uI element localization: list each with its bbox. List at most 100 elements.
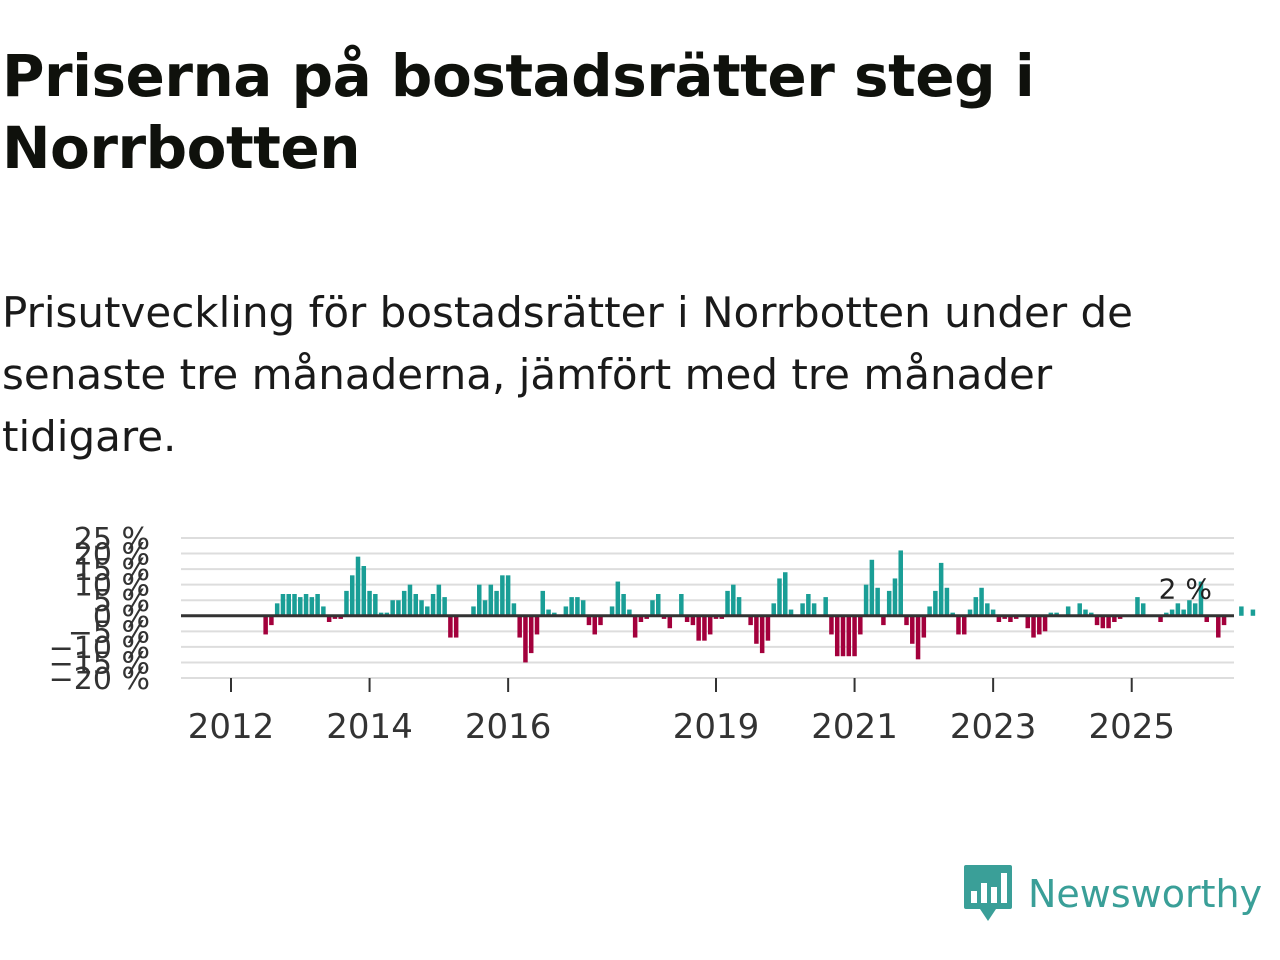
bar: [661, 615, 667, 619]
bar: [806, 594, 811, 616]
bar: [834, 615, 840, 657]
bar: [263, 615, 268, 635]
y-tick-label: −5 %: [68, 615, 150, 650]
bar: [621, 594, 626, 616]
bar: [552, 612, 557, 616]
bar: [1025, 615, 1031, 629]
bar: [1117, 615, 1123, 619]
y-tick-label: 25 %: [74, 522, 150, 557]
bar: [321, 606, 326, 616]
bar: [1077, 603, 1082, 616]
bar: [569, 597, 574, 616]
bar: [580, 600, 586, 616]
bar: [563, 606, 569, 616]
bar: [655, 594, 661, 616]
bar: [927, 606, 932, 616]
bar: [1048, 612, 1054, 616]
x-tick-label: 2019: [673, 707, 760, 747]
bar: [933, 590, 938, 616]
bar: [1037, 615, 1042, 635]
brand-name: Newsworthy: [1028, 872, 1263, 916]
bar: [707, 615, 713, 635]
bar: [338, 615, 343, 619]
bar: [419, 600, 424, 616]
bar: [736, 597, 742, 616]
bar: [1198, 581, 1204, 616]
bar: [355, 556, 361, 616]
bar: [1187, 600, 1192, 616]
bar: [413, 594, 419, 616]
bar: [494, 590, 499, 616]
bar: [344, 590, 349, 616]
bar: [609, 606, 615, 616]
bar: [759, 615, 765, 654]
bar: [575, 597, 580, 616]
bar: [1169, 609, 1175, 616]
bar: [886, 590, 892, 616]
bar: [904, 615, 909, 626]
bar: [1216, 615, 1221, 638]
bar: [592, 615, 597, 635]
bar: [378, 612, 384, 616]
bar: [800, 603, 805, 616]
x-tick-label: 2021: [811, 707, 898, 747]
bar: [777, 578, 782, 616]
y-tick-label: 20 %: [74, 538, 150, 573]
x-tick-label: 2016: [465, 707, 552, 747]
chart-subtitle: Prisutveckling för bostadsrätter i Norrb…: [2, 288, 1133, 461]
bar: [326, 615, 332, 622]
bar: [1221, 615, 1227, 626]
bar: [783, 572, 788, 616]
bar: [517, 615, 522, 638]
bar: [1140, 603, 1146, 616]
y-tick-label: 15 %: [74, 553, 150, 588]
bar: [881, 615, 886, 626]
bar: [1083, 609, 1088, 616]
bar: [505, 575, 511, 616]
bar: [713, 615, 719, 619]
bar: [696, 615, 701, 641]
bar: [1239, 606, 1244, 616]
bar: [309, 597, 315, 616]
bar: [898, 550, 903, 616]
bar: [540, 590, 546, 616]
bar: [725, 590, 730, 616]
bar: [598, 615, 603, 626]
bar: [298, 597, 303, 616]
x-tick-label: 2012: [188, 707, 275, 747]
bar: [915, 615, 921, 660]
bar: [390, 600, 395, 616]
bar: [430, 594, 436, 616]
gridlines: [181, 537, 1234, 679]
bar: [396, 600, 401, 616]
bar: [938, 562, 944, 616]
y-tick-label: −15 %: [49, 646, 150, 681]
bar: [748, 615, 753, 626]
bar: [771, 603, 776, 616]
bar: [811, 603, 817, 616]
bar: [1065, 606, 1071, 616]
bar: [1164, 612, 1169, 616]
bar: [921, 615, 927, 638]
bar: [765, 615, 771, 641]
bar: [274, 603, 280, 616]
bar: [471, 606, 476, 616]
bar: [401, 590, 407, 616]
bar: [482, 600, 488, 616]
bar: [332, 615, 338, 619]
bar: [361, 566, 367, 616]
bar: [627, 609, 632, 616]
bar: [690, 615, 696, 626]
bar: [1089, 612, 1094, 616]
bar: [990, 609, 996, 616]
x-tick-label: 2023: [950, 707, 1037, 747]
bar: [442, 597, 447, 616]
bar: [875, 587, 880, 616]
bar: [892, 578, 898, 616]
bar: [1135, 597, 1140, 616]
bar: [448, 615, 453, 638]
bar: [973, 597, 979, 616]
bar: [788, 609, 794, 616]
bar: [846, 615, 852, 657]
bar: [956, 615, 961, 635]
